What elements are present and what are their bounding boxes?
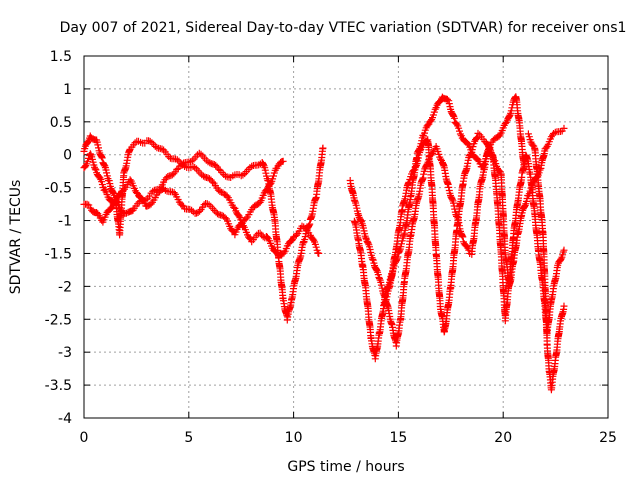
point-markers — [80, 137, 323, 259]
x-tick-label: 15 — [389, 430, 407, 446]
series-track-6 — [380, 124, 568, 336]
y-tick-label: -2 — [58, 279, 72, 295]
y-tick-label: 1 — [63, 82, 72, 98]
y-tick-label: -4 — [58, 411, 72, 427]
series-track-7 — [468, 143, 568, 337]
y-tick-label: -1 — [58, 214, 72, 230]
y-tick-label: 0.5 — [50, 115, 72, 131]
y-tick-label: -3.5 — [45, 378, 72, 394]
plot-frame — [83, 55, 609, 419]
point-markers — [380, 124, 568, 336]
x-tick-label: 0 — [80, 430, 89, 446]
y-tick-label: -1.5 — [45, 246, 72, 262]
y-tick-label: -3 — [58, 345, 72, 361]
x-tick-label: 5 — [184, 430, 193, 446]
x-axis-label: GPS time / hours — [287, 459, 404, 475]
series-track-4 — [346, 143, 474, 350]
x-tick-label: 10 — [285, 430, 303, 446]
point-markers — [468, 143, 568, 337]
chart-title: Day 007 of 2021, Sidereal Day-to-day VTE… — [60, 20, 627, 36]
data-points — [80, 93, 568, 394]
y-axis-label: SDTVAR / TECUs — [8, 180, 24, 295]
point-markers — [524, 130, 568, 394]
y-tick-label: 0 — [63, 148, 72, 164]
axis-ticks: 0 5 10 15 20 25 1.5 1 0.5 0 -0.5 -1 -1.5 -2 -2.5 -3 -3.5… — [45, 49, 617, 446]
x-tick-label: 25 — [599, 430, 617, 446]
point-markers — [346, 143, 474, 350]
series-track-8 — [524, 130, 568, 394]
grid-lines — [84, 56, 608, 418]
y-tick-label: 1.5 — [50, 49, 72, 65]
y-tick-label: -2.5 — [45, 312, 72, 328]
x-tick-label: 20 — [494, 430, 512, 446]
series-track-3 — [80, 137, 323, 259]
y-tick-label: -0.5 — [45, 181, 72, 197]
